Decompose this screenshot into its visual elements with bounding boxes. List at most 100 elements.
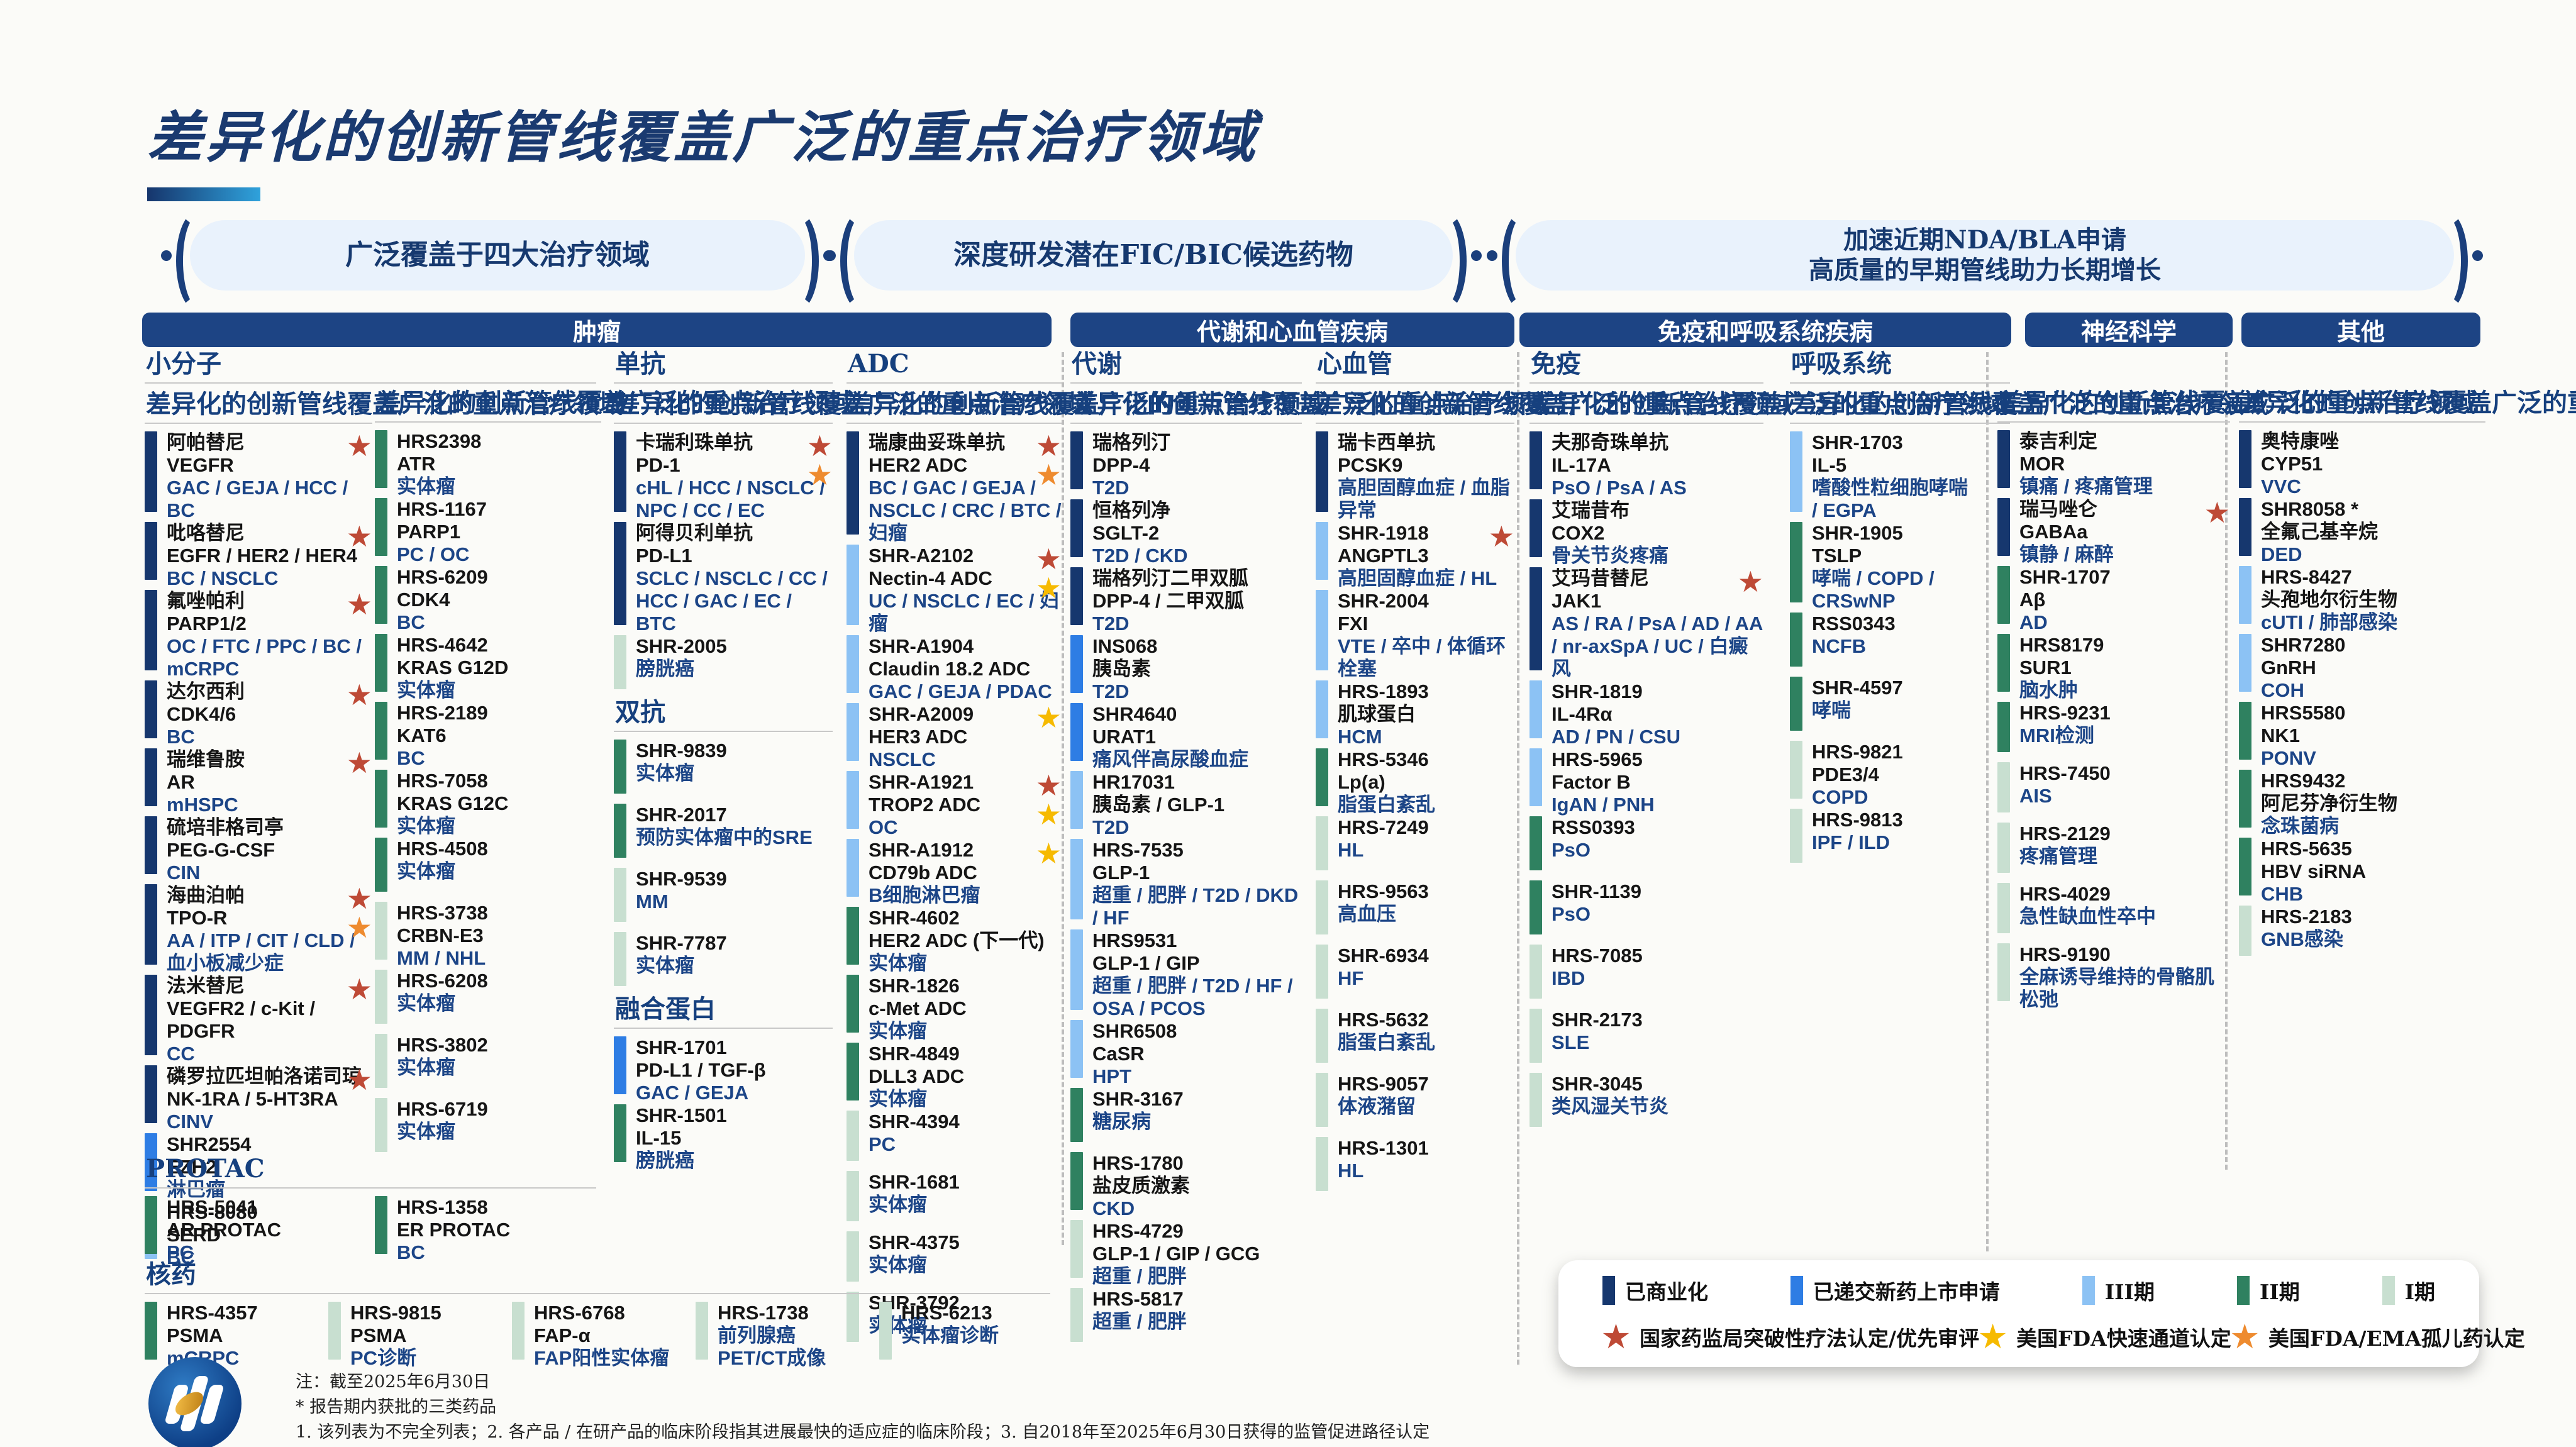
phase-bar [2239,770,2251,828]
designation-stars [1489,522,1514,551]
phase-bar [1790,522,1802,602]
drug-code: SHR-1918 [1338,522,1429,544]
section-entries: HRS2398 ATR 实体瘤 [375,430,601,1162]
drug-target: PEG-G-CSF [167,839,275,861]
phase-bar [1070,431,1083,489]
column-section: 差异化的创新管线覆盖广泛的重点治疗领域 卡瑞利珠单抗 PD-1 cHL / HC… [614,391,1093,699]
drug-target: DPP-4 / 二甲双胍 [1092,590,1245,612]
drug-indication: mHSPC [167,794,238,816]
drug-target: PSMA [350,1324,407,1346]
card-text: HRS-6208 实体瘤 [397,970,601,1034]
dot-right-icon [2472,250,2483,261]
drug-target: GLP-1 [1092,862,1150,884]
nuclear-entries: HRS-4357 PSMA mCRPC HRS-9815 PSMA PC诊断 H… [145,1302,1052,1370]
card-text: HRS-3738 CRBN-E3 MM / NHL [397,902,601,970]
drug-code: 海曲泊帕 [167,884,245,906]
footnote-line: * 报告期内获批的三类药品 [296,1397,497,1417]
drug-indication: 糖尿病 [1092,1111,1151,1133]
legend-phase-item: 已递交新药上市申请 [1790,1275,2000,1306]
drug-code: SHR-6934 [1338,945,1429,967]
phase-chip-icon [2082,1276,2095,1305]
column-sections: 差异化的创新管线覆盖广泛的重点治疗领域 夫那奇珠单抗 IL-17A PsO / … [1530,391,2009,1137]
pipeline-card: SHR7280 GnRH COH [2239,634,2485,702]
drug-indication: 超重 / 肥胖 / T2D / HF / OSA / PCOS [1092,975,1293,1019]
phase-bar [1316,1073,1328,1127]
drug-indication: AS / RA / PsA / AD / AA / nr-axSpA / UC … [1552,613,1763,680]
section-header: 差异化的创新管线覆盖广泛的重点治疗领域 [145,391,624,424]
pipeline-card: SHR2554 EZH2 淋巴瘤 [145,1133,372,1201]
drug-target: HER3 ADC [869,726,968,748]
legend-star-item: 美国FDA快速通道认定 [1979,1322,2231,1352]
phase-chip-icon [2236,1276,2250,1305]
pipeline-card: SHR-A2102 Nectin-4 ADC UC / NSCLC / EC /… [847,545,1062,635]
column-header: 小分子 [145,351,596,384]
card-text: SHR2554 EZH2 淋巴瘤 [167,1133,372,1201]
drug-target: GnRH [2261,657,2316,679]
star-icon [1036,545,1062,574]
star-icon [1738,567,1763,596]
section-entries: 奥特康唑 CYP51 VVC [2239,430,2485,966]
phase-bar [1530,945,1542,999]
phase-bar [375,1098,387,1152]
drug-indication: UC / NSCLC / EC / 妇瘤 [869,590,1060,635]
drug-code: HRS-8427 [2261,566,2352,588]
category-band: 代谢和心血管疾病 [1070,313,1514,347]
drug-code: HRS9432 [2261,770,2346,792]
drug-target: Factor B [1552,771,1631,793]
phase-bar [1997,498,2010,556]
card-text: SHR-1501 IL-15 膀胱癌 [636,1104,833,1172]
category-band: 其他 [2241,313,2480,347]
nuclear-header: 核药 [145,1261,1050,1294]
drug-target: 胰岛素 / GLP-1 [1092,794,1225,816]
designation-stars [2204,498,2230,527]
card-text: SHR-A1912 CD79b ADC B细胞淋巴瘤 [869,839,1062,907]
card-text: SHR6508 CaSR HPT [1092,1020,1302,1088]
card-text: 艾玛昔替尼 JAK1 AS / RA / PsA / AD / AA / nr-… [1552,567,1763,680]
phase-chip-icon [2382,1276,2395,1305]
drug-code: HRS-9563 [1338,880,1429,902]
card-text: HRS8179 SUR1 脑水肿 [2019,634,2230,702]
pipeline-card: SHR-6934 HF [1316,945,1514,1009]
drug-target: GLP-1 / GIP [1092,952,1200,974]
legend-phase-item: III期 [2082,1275,2155,1306]
section-header: 差异化的创新管线覆盖广泛的重点治疗领域 [1316,391,1795,424]
drug-indication: 实体瘤 [397,475,455,497]
phase-bar [375,902,387,960]
card-text: HRS-7450 AIS [2019,762,2230,823]
drug-indication: T2D [1092,816,1130,838]
drug-indication: MM / NHL [397,947,486,969]
column-section: 双抗 SHR-9839 实体瘤 [614,699,833,996]
pipeline-card: HRS-5632 脂蛋白紊乱 [1316,1009,1514,1073]
drug-indication: HL [1338,839,1364,861]
section-entries: 瑞康曲妥珠单抗 HER2 ADC BC / GAC / GEJA / NSCLC… [847,431,1062,1352]
phase-bar [375,1034,387,1088]
drug-indication: 哮喘 [1812,699,1851,721]
drug-indication: 实体瘤 [397,679,455,701]
card-text: RSS0393 PsO [1552,816,1763,880]
pipeline-card: 奥特康唑 CYP51 VVC [2239,430,2485,498]
legend-phase-item: I期 [2382,1275,2435,1306]
drug-code: 泰吉利定 [2019,430,2097,452]
drug-code: 瑞康曲妥珠单抗 [869,431,1005,453]
drug-indication: 预防实体瘤中的SRE [636,826,813,848]
dot-left-icon [161,250,172,261]
bracket-left-icon [176,211,218,311]
phase-bar [1070,635,1083,693]
drug-indication: T2D [1092,477,1130,499]
card-text: HRS-1301 HL [1338,1137,1514,1201]
card-text: SHR-2005 膀胱癌 [636,635,833,699]
drug-indication: NCFB [1812,635,1867,657]
card-text: SHR-1826 c-Met ADC 实体瘤 [869,975,1062,1043]
drug-indication: 高胆固醇血症 / HL [1338,567,1497,589]
designation-stars [347,748,372,777]
drug-indication: VVC [2261,475,2301,497]
drug-target: TSLP [1812,545,1862,567]
pipeline-card: 阿得贝利单抗 PD-L1 SCLC / NSCLC / CC / HCC / G… [614,522,833,635]
drug-indication: 实体瘤 [397,992,455,1014]
phase-bar [145,1302,157,1360]
section-header: 差异化的创新管线覆盖广泛的重点治疗领域 [614,391,1093,424]
pipeline-card: HRS5580 NK1 PONV [2239,702,2485,770]
phase-bar [614,932,626,986]
drug-target: VEGFR2 / c-Kit / PDGFR [167,997,315,1042]
pill-label: 加速近期NDA/BLA申请 高质量的早期管线助力长期增长 [1809,225,2161,285]
